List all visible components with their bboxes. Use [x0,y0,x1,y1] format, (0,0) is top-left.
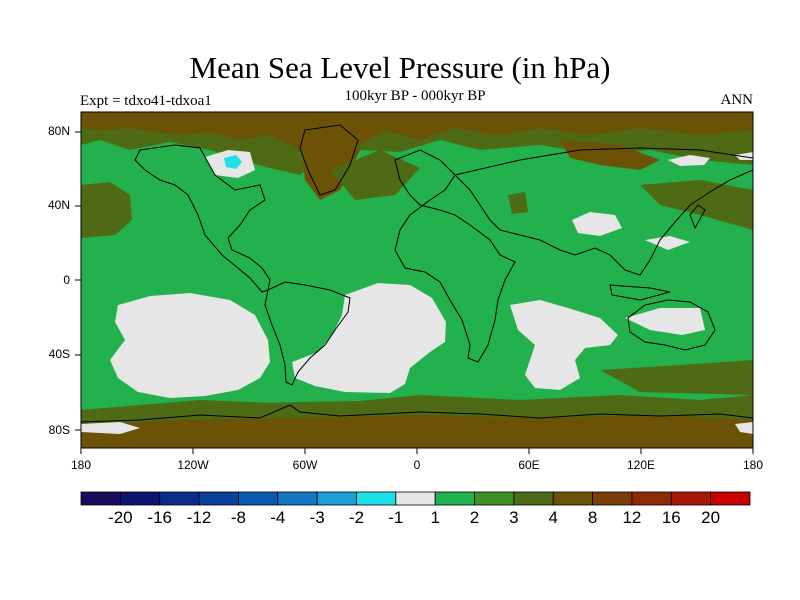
south-atlantic-grey-region [292,283,446,393]
indonesia-coast [609,284,671,301]
south-brown-region [81,415,753,448]
indian-ocean-grey-region [510,300,618,390]
colorbar-swatch [356,491,397,506]
colorbar-swatch [159,491,200,506]
siberia-brown-region [560,140,660,170]
europe-olive-patch [330,150,420,200]
colorbar-swatch [552,491,593,506]
east-asia-grey-region [645,236,690,250]
arabia-olive-patch [508,192,528,214]
colorbar-label: 1 [430,508,440,527]
australia-grey-region [625,308,705,335]
lat-label-80n: 80N [47,124,70,138]
colorbar-label: -20 [108,508,133,527]
greenland-brown-region [300,128,360,200]
map-title: Mean Sea Level Pressure (in hPa) [189,50,611,85]
asia-olive-patch [640,180,753,230]
colorbar-label: -8 [230,508,246,527]
axis-ticks [75,131,754,454]
colorbar-swatch [513,491,554,506]
colorbar-swatch [316,491,357,506]
colorbar-label: -2 [348,508,365,527]
north-america-coast [134,144,271,293]
colorbar-swatch [474,491,515,506]
colorbar-swatch [434,491,475,506]
colorbar [80,491,751,506]
asia-coast [454,147,753,276]
season-label: ANN [720,92,754,108]
arctic-grey-region [668,155,710,166]
colorbar-swatch [670,491,712,506]
north-pacific-grey-region [572,212,622,236]
lat-label-40s: 40S [48,347,70,361]
pacific-olive-patch [81,182,132,238]
lat-label-40n: 40N [47,198,70,212]
canada-cyan-region [224,155,242,169]
colorbar-swatch [80,491,121,506]
japan-coast [689,204,706,230]
lon-label-180w: 180 [70,458,92,472]
colorbar-swatch [277,491,318,506]
colorbar-label: -16 [147,508,172,527]
colorbar-label: -3 [309,508,325,527]
antarctica-coast [81,404,753,423]
lon-label-60e: 60E [518,458,540,472]
experiment-label: Expt = tdxo41-tdxoa1 [80,93,212,109]
colorbar-swatch [119,491,161,506]
lon-label-60w: 60W [292,458,318,472]
colorbar-label: -12 [186,508,212,527]
map-area [81,112,753,448]
antarctic-grey-region [81,422,140,434]
colorbar-label: 20 [701,508,721,527]
colorbar-label: 4 [548,508,558,527]
australia-coast [627,299,716,351]
indian-ocean-olive-patch [600,360,753,395]
colorbar-label: 16 [661,508,681,527]
colorbar-label: 8 [587,508,598,527]
lon-label-120e: 120E [626,458,656,472]
colorbar-swatch [631,491,672,506]
europe-africa-coast [394,149,516,363]
colorbar-label: 12 [622,508,642,527]
coastlines [81,124,753,423]
south-pacific-grey-region [110,293,270,398]
colorbar-swatch [238,491,279,506]
arctic-grey-region-2 [735,152,753,160]
lon-label-120w: 120W [177,458,209,472]
colorbar-swatch [592,491,633,506]
colorbar-swatch [198,491,239,506]
lon-label-0: 0 [413,458,421,472]
colorbar-label: 2 [469,508,480,527]
colorbar-label: -1 [388,508,404,527]
colorbar-swatch [710,491,751,506]
antarctic-grey-region-2 [735,422,753,434]
colorbar-swatch [395,491,436,506]
north-brown-region [81,112,753,155]
south-america-coast [264,281,351,386]
colorbar-label: 3 [509,508,519,527]
lon-label-180e: 180 [742,458,764,472]
colorbar-label: -4 [270,508,286,527]
lat-label-80s: 80S [48,423,70,437]
greenland-coast [299,124,359,196]
lat-label-0: 0 [63,273,70,287]
map-subtitle: 100kyr BP - 000kyr BP [344,88,486,104]
